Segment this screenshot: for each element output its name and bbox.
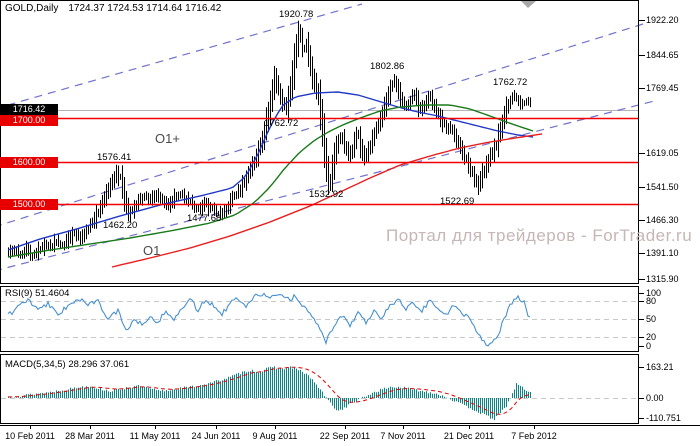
rsi-axis-label: 80	[646, 296, 657, 306]
level-price-badge: 1700.00	[0, 115, 58, 126]
price-axis-label: 1922.20	[646, 15, 679, 25]
price-axis-label: 1619.05	[646, 148, 679, 158]
rsi-axis-label: 50	[646, 314, 657, 324]
price-annotation: 1462.20	[103, 220, 138, 231]
rsi-axis-label: 100	[646, 288, 662, 298]
price-axis-label: 1466.30	[646, 215, 679, 225]
ohlc-values: 1724.37 1724.53 1714.64 1716.42	[68, 3, 222, 14]
price-annotation: 1802.86	[370, 61, 405, 72]
price-axis-label: 1844.65	[646, 50, 679, 60]
symbol-timeframe-label: GOLD,Daily	[5, 3, 59, 14]
date-axis-label: 10 Feb 2011	[5, 431, 55, 441]
date-axis-label: 11 May 2011	[129, 431, 181, 441]
date-axis-label: 22 Sep 2011	[319, 431, 371, 441]
trend-label: O1	[143, 243, 161, 258]
rsi-axis-label: 20	[646, 332, 657, 342]
price-annotation: 1762.72	[493, 77, 528, 88]
price-axis-label: 1315.90	[646, 274, 679, 284]
date-axis-label: 24 Jun 2011	[191, 431, 241, 441]
level-price-badge: 1600.00	[0, 157, 58, 168]
price-annotation: 1762.72	[264, 118, 299, 129]
date-axis-label: 7 Feb 2012	[511, 431, 557, 441]
date-axis-label: 9 Aug 2011	[252, 431, 298, 441]
price-axis-label: 1541.50	[646, 182, 679, 192]
watermark-text: Портал для трейдеров - ForTrader.ru	[386, 226, 693, 245]
price-annotation: 1477.68	[187, 213, 222, 224]
price-annotation: 1522.69	[440, 196, 475, 207]
rsi-axis-label: 0	[646, 341, 652, 351]
date-axis-label: 7 Nov 2011	[380, 431, 426, 441]
level-price-badge: 1500.00	[0, 199, 58, 210]
date-axis-label: 28 Mar 2011	[65, 431, 115, 441]
price-annotation: 1576.41	[97, 152, 132, 163]
price-annotation: 1532.92	[309, 189, 344, 200]
price-annotation: 1920.78	[279, 9, 314, 20]
chart-title: GOLD,Daily 1724.37 1724.53 1714.64 1716.4…	[5, 3, 221, 14]
macd-axis-label: 163.21	[646, 362, 674, 372]
trend-label: O1+	[155, 131, 180, 146]
price-axis-label: 1391.10	[646, 248, 679, 258]
rsi-indicator-label: RSI(9) 51.4604	[5, 288, 70, 299]
macd-axis-label: 0.00	[646, 393, 664, 403]
price-axis-label: 1769.45	[646, 83, 679, 93]
macd-indicator-label: MACD(5,34,5) 28.296 37.061	[5, 359, 130, 370]
current-price-badge: 1716.42	[0, 104, 58, 115]
macd-axis-label: -110.751	[646, 413, 681, 423]
date-axis-label: 21 Dec 2011	[443, 431, 495, 441]
